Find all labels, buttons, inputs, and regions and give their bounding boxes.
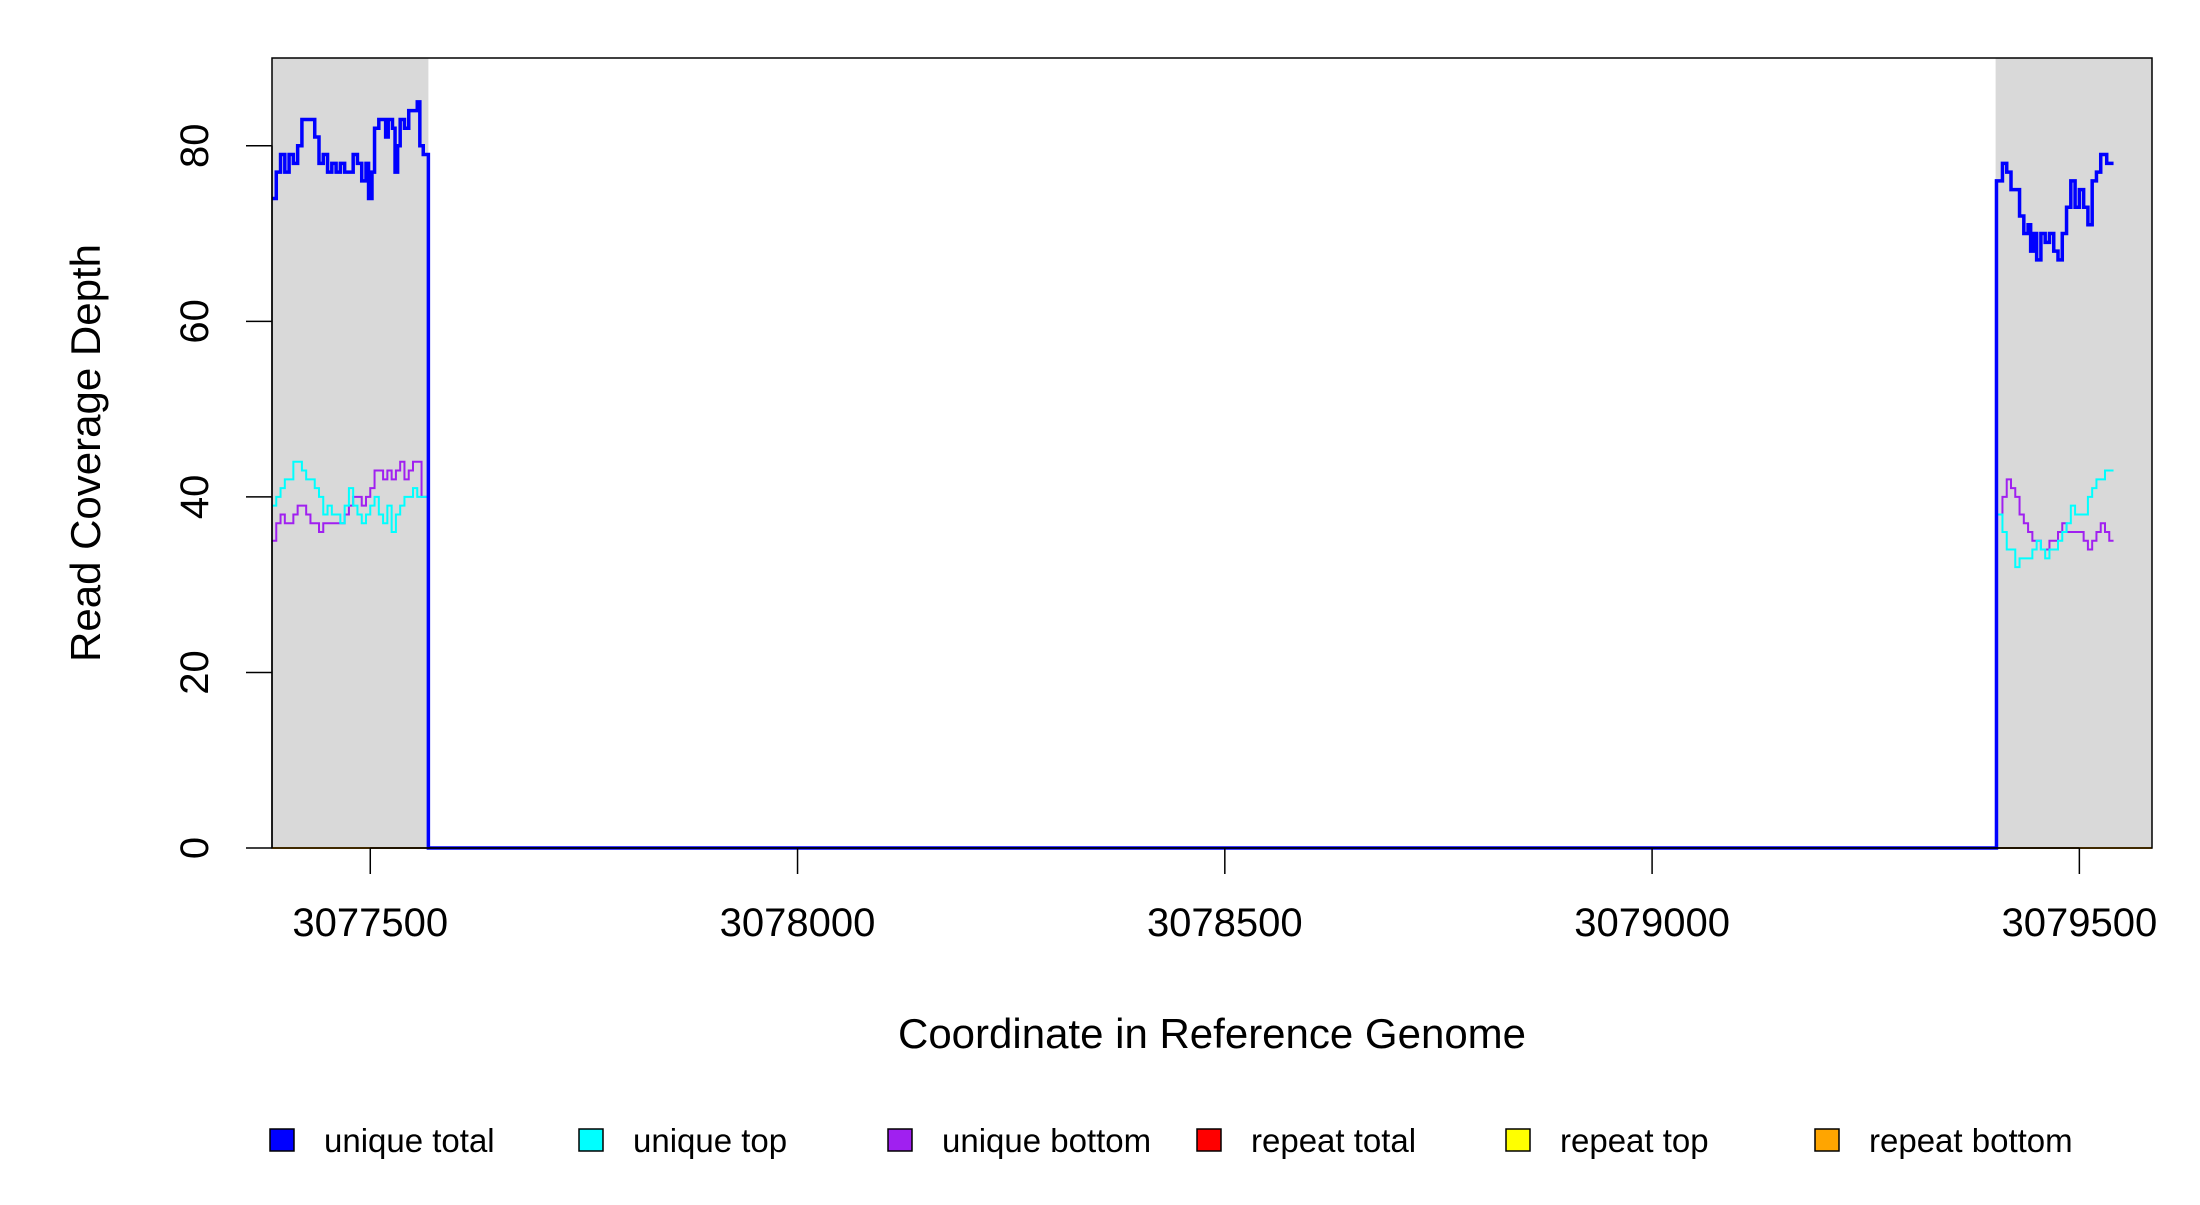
x-tick-label: 3079000 [1574, 901, 1730, 945]
y-tick-label: 60 [173, 299, 217, 344]
legend-label-repeat-bottom: repeat bottom [1869, 1122, 2073, 1159]
x-axis-label: Coordinate in Reference Genome [898, 1010, 1526, 1057]
legend-swatch-repeat-top [1505, 1128, 1531, 1152]
x-tick-label: 3077500 [292, 901, 448, 945]
legend: unique total unique top unique bottom repea… [269, 1122, 2073, 1159]
legend-label-repeat-total: repeat total [1251, 1122, 1416, 1159]
legend-label-repeat-top: repeat top [1560, 1122, 1709, 1159]
legend-swatch-unique-total [269, 1128, 295, 1152]
series-line-unique-bottom [272, 460, 2114, 849]
x-axis: 3077500 3078000 3078500 3079000 3079500 [292, 847, 2157, 945]
legend-swatch-unique-bottom [887, 1128, 913, 1152]
y-tick-label: 0 [173, 837, 217, 859]
y-tick-label: 20 [173, 650, 217, 695]
shaded-region-1 [272, 58, 429, 848]
legend-label-unique-top: unique top [633, 1122, 787, 1159]
x-tick-label: 3079500 [2001, 901, 2157, 945]
x-tick-label: 3078000 [720, 901, 876, 945]
legend-swatch-repeat-total [1196, 1128, 1222, 1152]
series-line-unique-top [272, 460, 2114, 849]
x-tick-label: 3078500 [1147, 901, 1303, 945]
legend-swatch-repeat-bottom [1814, 1128, 1840, 1152]
plot-frame [271, 57, 2153, 849]
shaded-regions [272, 58, 2152, 848]
y-tick-label: 40 [173, 475, 217, 520]
series-line-unique-total [272, 100, 2114, 850]
shaded-region-2 [1995, 58, 2152, 848]
series-lines [272, 100, 2152, 850]
y-axis-label: Read Coverage Depth [62, 244, 109, 662]
legend-swatch-unique-top [578, 1128, 604, 1152]
y-axis: 0 20 40 60 80 [173, 124, 273, 859]
legend-label-unique-total: unique total [324, 1122, 495, 1159]
legend-label-unique-bottom: unique bottom [942, 1122, 1151, 1159]
y-tick-label: 80 [173, 124, 217, 169]
